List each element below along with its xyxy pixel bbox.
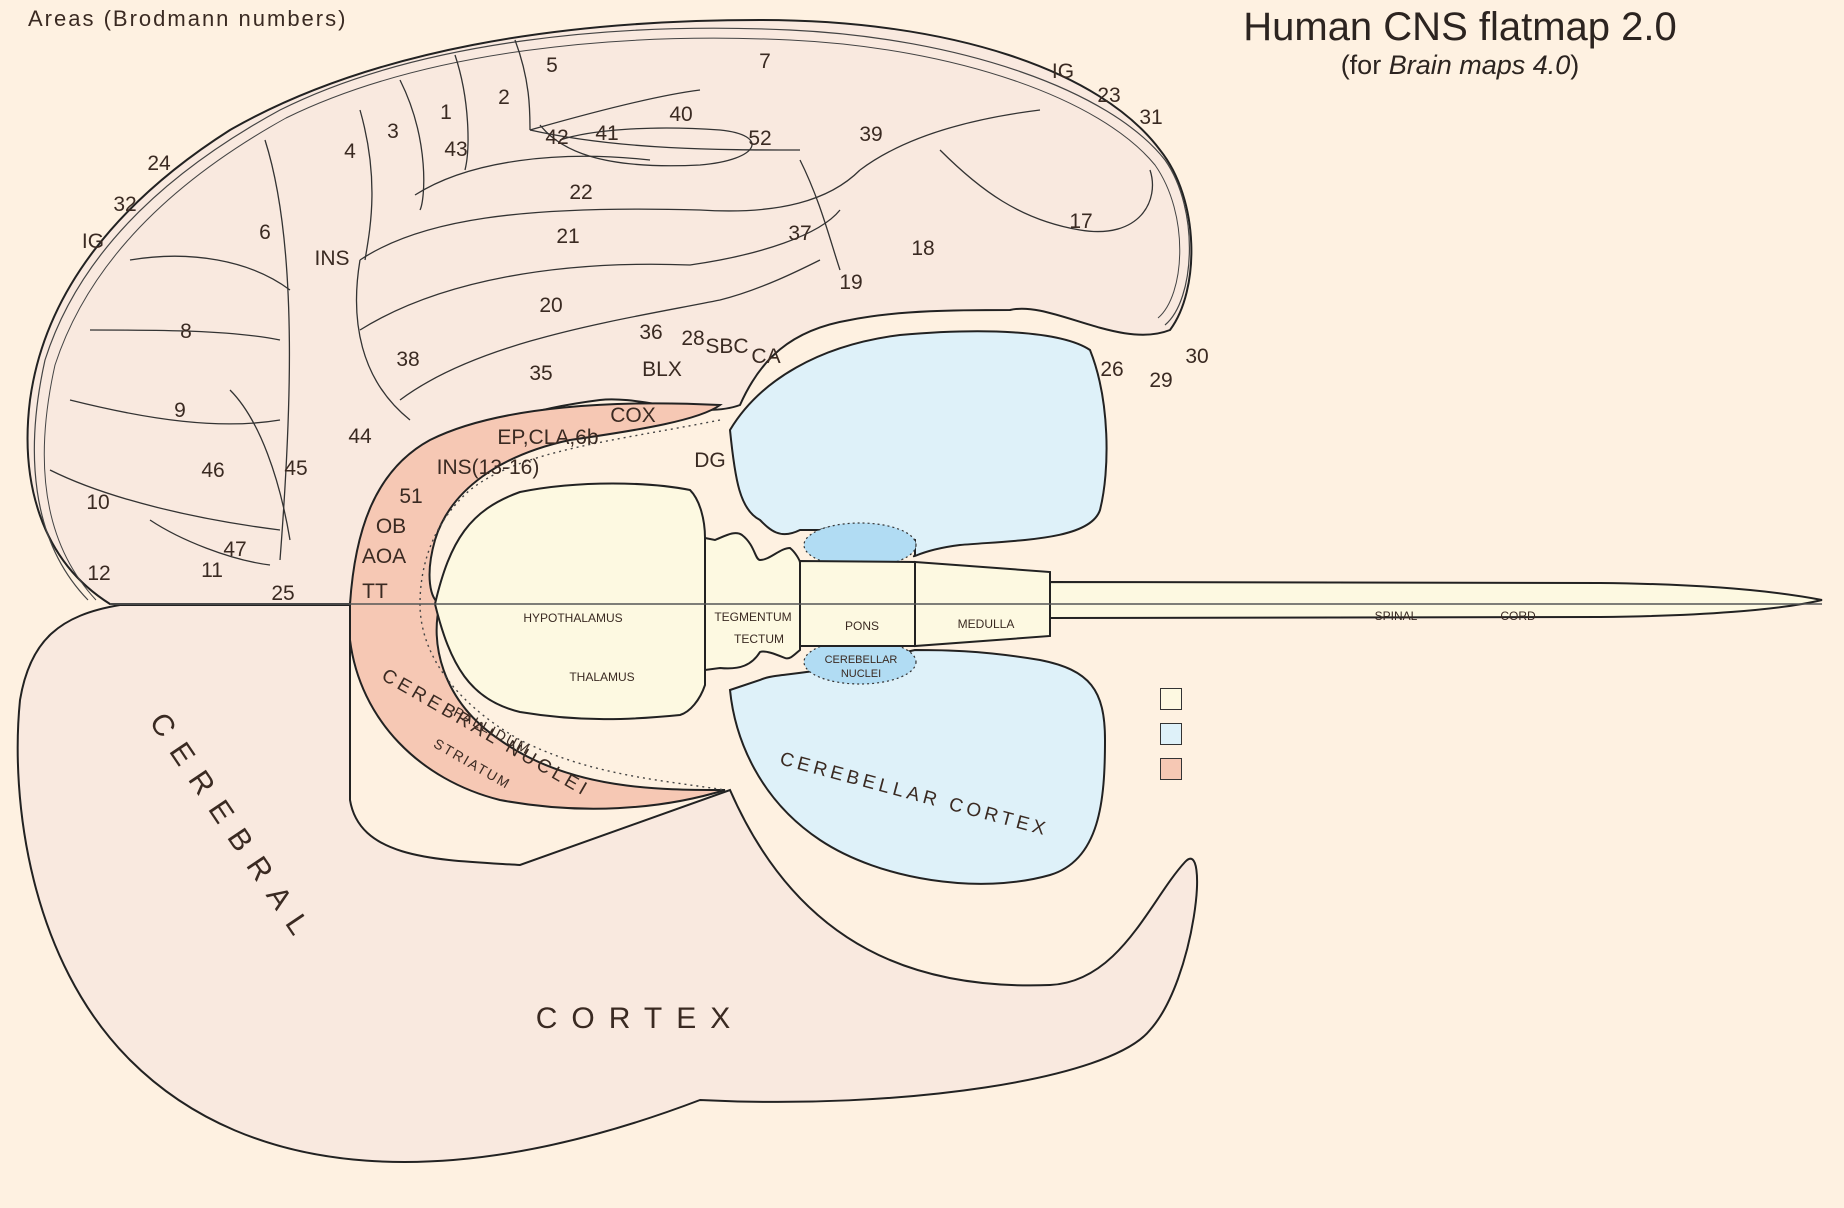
- area-tt: TT: [362, 580, 388, 603]
- legend-swatch-cerebellum: [1160, 723, 1182, 745]
- area-ig-right: IG: [1052, 60, 1074, 83]
- area-blx: BLX: [642, 358, 682, 381]
- area-cox: COX: [610, 404, 656, 427]
- area-2: 2: [498, 86, 510, 109]
- area-42: 42: [545, 126, 568, 149]
- spinal-cord: [1049, 580, 1823, 620]
- area-ep-cla: EP,CLA,6b: [497, 426, 598, 449]
- upper-cerebral-cortex: [26, 18, 1193, 605]
- area-17: 17: [1069, 210, 1092, 233]
- area-ins-13-16: INS(13-16): [437, 456, 540, 479]
- label-medulla: MEDULLA: [958, 617, 1015, 631]
- area-7: 7: [759, 50, 771, 73]
- area-52: 52: [748, 127, 771, 150]
- midbrain: [704, 532, 801, 672]
- area-5: 5: [546, 54, 558, 77]
- area-1: 1: [440, 101, 452, 124]
- area-30: 30: [1185, 345, 1208, 368]
- area-23: 23: [1097, 84, 1120, 107]
- page-title: Human CNS flatmap 2.0: [1243, 5, 1677, 49]
- area-dg: DG: [694, 449, 726, 472]
- area-35: 35: [529, 362, 552, 385]
- area-ca: CA: [751, 345, 780, 368]
- area-aoa: AOA: [362, 545, 406, 568]
- area-18: 18: [911, 237, 934, 260]
- area-26: 26: [1100, 358, 1123, 381]
- area-4: 4: [344, 140, 356, 163]
- cerebral-nuclei-region: [349, 402, 726, 810]
- legend-swatch-cerebral-nuclei: [1160, 758, 1182, 780]
- area-9: 9: [174, 399, 186, 422]
- legend-swatch-brainstem: [1160, 688, 1182, 710]
- area-3: 3: [387, 120, 399, 143]
- area-46: 46: [201, 459, 224, 482]
- cerebellar-nuclei-upper: [803, 522, 917, 568]
- area-31: 31: [1139, 106, 1162, 129]
- area-44: 44: [348, 425, 372, 448]
- area-12: 12: [87, 562, 110, 585]
- area-51: 51: [399, 485, 422, 508]
- label-spinal: SPINAL: [1375, 609, 1418, 623]
- area-8: 8: [180, 320, 192, 343]
- label-cerebellar-nuclei-1: CEREBELLAR: [825, 654, 898, 666]
- cerebellar-nuclei-lower: [803, 639, 917, 685]
- label-hypothalamus: HYPOTHALAMUS: [523, 611, 622, 625]
- label-pons: PONS: [845, 619, 879, 633]
- cortex-area-boundaries: [49, 39, 1154, 566]
- area-29: 29: [1149, 369, 1172, 392]
- area-25: 25: [271, 582, 294, 605]
- area-39: 39: [859, 123, 882, 146]
- cortex-area-labels: 5 7 2 1 3 4 43 40 42 41 52 39 22 21 20 3…: [82, 50, 1209, 605]
- area-11: 11: [201, 559, 223, 582]
- area-41: 41: [595, 122, 618, 145]
- color-legend: [1160, 688, 1182, 793]
- area-37: 37: [788, 222, 811, 245]
- area-24: 24: [147, 152, 171, 175]
- area-43: 43: [444, 138, 467, 161]
- area-19: 19: [839, 271, 862, 294]
- area-sbc: SBC: [705, 335, 748, 358]
- area-45: 45: [284, 457, 307, 480]
- area-38: 38: [396, 348, 419, 371]
- label-tectum: TECTUM: [734, 632, 784, 646]
- label-cord: CORD: [1500, 609, 1536, 623]
- area-36: 36: [639, 321, 662, 344]
- area-22: 22: [569, 181, 592, 204]
- area-32: 32: [113, 193, 136, 216]
- area-ig-left: IG: [82, 230, 104, 253]
- subtitle-suffix: ): [1570, 50, 1580, 80]
- cerebellar-cortex-upper: [728, 330, 1108, 558]
- title-block: Human CNS flatmap 2.0 (for Brain maps 4.…: [1180, 4, 1740, 80]
- label-tegmentum: TEGMENTUM: [714, 610, 791, 624]
- subtitle-italic: Brain maps 4.0: [1388, 50, 1571, 80]
- area-20: 20: [539, 294, 562, 317]
- indusium-griseum-band-inner: [43, 37, 1181, 601]
- subtitle-prefix: (for: [1340, 50, 1389, 80]
- area-ins-top: INS: [314, 247, 349, 270]
- area-47: 47: [223, 538, 246, 561]
- lower-cerebral-cortex: [16, 604, 1199, 1163]
- areas-heading: Areas (Brodmann numbers): [28, 6, 348, 31]
- area-28: 28: [681, 327, 704, 350]
- area-6: 6: [259, 221, 271, 244]
- page-subtitle: (for Brain maps 4.0): [1180, 50, 1740, 80]
- area-10: 10: [86, 491, 109, 514]
- indusium-griseum-band: [33, 27, 1190, 601]
- label-cerebellar-nuclei-2: NUCLEI: [841, 668, 881, 680]
- area-ob: OB: [376, 515, 406, 538]
- area-40: 40: [669, 103, 692, 126]
- area-21: 21: [556, 225, 579, 248]
- label-cortex: CORTEX: [536, 1002, 744, 1035]
- label-thalamus: THALAMUS: [569, 670, 634, 684]
